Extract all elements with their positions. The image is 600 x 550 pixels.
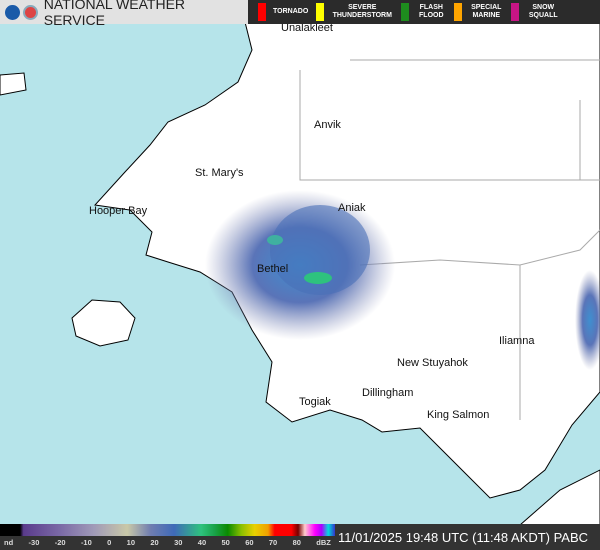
scale-tick: 60 <box>245 538 254 547</box>
scale-tick: 80 <box>292 538 301 547</box>
scale-ticks: nd -30 -20 -10 0 10 20 30 40 50 60 70 80 dBZ <box>0 536 335 549</box>
scale-tick: 20 <box>150 538 159 547</box>
warnings-legend: TORNADO SEVERE THUNDERSTORM FLASH FLOOD … <box>248 0 600 24</box>
warning-tornado: TORNADO <box>258 0 312 24</box>
place-unalakleet: Unalakleet <box>281 22 333 34</box>
nunivak-island <box>71 299 136 347</box>
scale-tick: -10 <box>80 538 92 547</box>
footer: nd -30 -20 -10 0 10 20 30 40 50 60 70 80 dBZ 11/01/20… <box>0 524 600 550</box>
color-bar <box>0 524 335 536</box>
noaa-logo-icon <box>5 4 20 20</box>
radar-echoes <box>205 190 600 370</box>
warning-flash-flood: FLASH FLOOD <box>401 0 450 24</box>
nws-logo-icon <box>22 4 38 20</box>
place-togiak: Togiak <box>299 396 331 408</box>
scale-tick: 10 <box>126 538 136 547</box>
place-hooper-bay: Hooper Bay <box>89 205 148 217</box>
place-king-salmon: King Salmon <box>427 409 490 421</box>
place-dillingham: Dillingham <box>362 387 414 399</box>
warning-special-marine: SPECIAL MARINE <box>454 0 507 24</box>
scale-tick: 40 <box>197 538 207 547</box>
place-st-marys: St. Mary's <box>195 167 244 179</box>
scale-tick: -20 <box>54 538 66 547</box>
place-bethel: Bethel <box>257 263 289 275</box>
scale-tick: -30 <box>28 538 40 547</box>
scale-tick: 70 <box>268 538 278 547</box>
warning-snow-squall: SNOW SQUALL <box>511 0 564 24</box>
warning-severe-thunderstorm: SEVERE THUNDERSTORM <box>316 0 397 24</box>
header-title: NATIONAL WEATHER SERVICE <box>43 0 186 28</box>
header: NATIONAL WEATHER SERVICE TORNADO SEVERE … <box>0 0 600 28</box>
place-anvik: Anvik <box>314 119 341 131</box>
boundaries <box>299 59 600 420</box>
place-aniak: Aniak <box>338 202 366 214</box>
scale-tick: 0 <box>107 538 112 547</box>
place-iliamna: Iliamna <box>499 335 535 347</box>
scale-tick: nd <box>4 538 14 547</box>
west-land <box>0 72 27 96</box>
place-new-stuyahok: New Stuyahok <box>397 357 468 369</box>
reflectivity-scale: nd -30 -20 -10 0 10 20 30 40 50 60 70 80 dBZ <box>0 524 335 550</box>
timestamp: 11/01/2025 19:48 UTC (11:48 AKDT) PABC <box>338 529 589 545</box>
scale-tick: 30 <box>174 538 183 547</box>
scale-tick: 50 <box>221 538 230 547</box>
scale-tick: dBZ <box>316 538 331 547</box>
